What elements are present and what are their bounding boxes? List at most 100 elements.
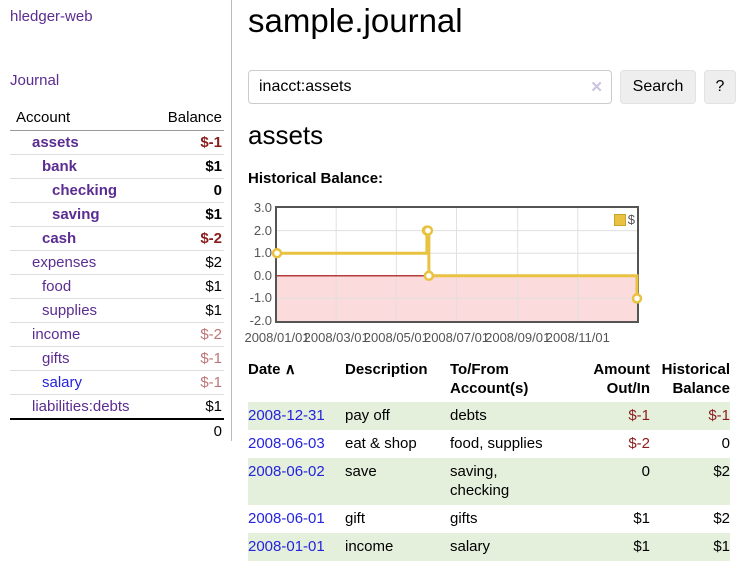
account-link-food[interactable]: food xyxy=(42,278,72,295)
clear-search-icon[interactable]: ✕ xyxy=(590,79,603,96)
transaction-balance: $2 xyxy=(713,463,730,480)
account-balance: $1 xyxy=(150,154,224,179)
accounts-total: 0 xyxy=(10,418,224,443)
y-axis-tick: -2.0 xyxy=(249,313,272,328)
account-balance: $1 xyxy=(150,202,224,227)
search-button[interactable]: Search xyxy=(620,70,696,104)
transaction-date-link[interactable]: 2008-01-01 xyxy=(248,538,325,555)
register-header-date[interactable]: Date ∧ xyxy=(248,361,296,378)
y-axis-tick: 1.0 xyxy=(253,245,272,261)
x-axis-tick: 2008/05/01 xyxy=(363,330,429,345)
account-balance: $2 xyxy=(150,250,224,275)
account-link-gifts[interactable]: gifts xyxy=(42,350,70,367)
account-row: bank $1 xyxy=(10,154,224,179)
help-button[interactable]: ? xyxy=(704,70,736,104)
x-axis-tick: 2008/09/01 xyxy=(485,330,551,345)
y-axis-tick: 2.0 xyxy=(253,222,272,238)
register-row: 2008-12-31 pay off debts $-1 $-1 xyxy=(248,402,730,430)
register-header-balance: Historical Balance xyxy=(661,361,730,397)
account-row: salary $-1 xyxy=(10,370,224,395)
account-link-liabilities-debts[interactable]: liabilities:debts xyxy=(32,398,130,415)
transaction-accounts: gifts xyxy=(450,510,478,527)
transaction-amount: $-2 xyxy=(628,435,650,452)
account-row: gifts $-1 xyxy=(10,346,224,371)
register-table: Date ∧ Description To/From Account(s) Am… xyxy=(248,358,730,561)
transaction-amount: $1 xyxy=(633,538,650,555)
x-axis-tick: 2008/07/01 xyxy=(423,330,490,345)
legend-label: $ xyxy=(627,212,635,227)
sort-ascending-icon: ∧ xyxy=(284,361,296,378)
transaction-date-link[interactable]: 2008-06-02 xyxy=(248,463,325,480)
chart-legend: $ xyxy=(613,212,635,227)
x-axis-tick: 2008/03/01 xyxy=(303,330,369,345)
transaction-description: eat & shop xyxy=(345,435,417,452)
x-axis-tick: 2008/01/01 xyxy=(244,330,310,345)
account-link-saving[interactable]: saving xyxy=(52,206,100,223)
account-link-bank[interactable]: bank xyxy=(42,158,78,175)
register-row: 2008-01-01 income salary $1 $1 xyxy=(248,533,730,561)
transaction-accounts: saving, checking xyxy=(450,463,510,499)
account-balance: $1 xyxy=(150,298,224,323)
account-link-assets[interactable]: assets xyxy=(32,134,79,151)
account-balance: $-2 xyxy=(150,322,224,347)
transaction-amount: $1 xyxy=(633,510,650,527)
legend-swatch-icon xyxy=(613,213,626,226)
account-row: expenses $2 xyxy=(10,250,224,275)
transaction-date-link[interactable]: 2008-06-03 xyxy=(248,435,325,452)
transaction-date-link[interactable]: 2008-06-01 xyxy=(248,510,325,527)
account-link-income[interactable]: income xyxy=(32,326,81,343)
register-header-accounts: To/From Account(s) xyxy=(450,361,529,397)
search-bar: ✕ Search ? xyxy=(248,70,736,104)
register-header-amount: Amount Out/In xyxy=(593,361,650,397)
page-title: sample.journal xyxy=(248,2,463,39)
historical-balance-chart[interactable]: $ xyxy=(271,206,643,323)
transaction-balance: $2 xyxy=(713,510,730,527)
account-link-checking[interactable]: checking xyxy=(52,182,118,199)
search-input[interactable] xyxy=(248,70,612,104)
x-axis-tick: 2008/11/01 xyxy=(545,330,610,345)
account-row: checking 0 xyxy=(10,178,224,203)
register-row: 2008-06-01 gift gifts $1 $2 xyxy=(248,505,730,533)
transaction-description: pay off xyxy=(345,407,390,424)
account-balance: $-1 xyxy=(150,370,224,395)
sidebar: hledger-web Journal Account Balance asse… xyxy=(0,0,232,443)
transaction-date-link[interactable]: 2008-12-31 xyxy=(248,407,325,424)
register-row: 2008-06-03 eat & shop food, supplies $-2 0 xyxy=(248,430,730,458)
transaction-description: income xyxy=(345,538,394,555)
account-row: saving $1 xyxy=(10,202,224,227)
account-link-supplies[interactable]: supplies xyxy=(42,302,98,319)
register-row: 2008-06-02 save saving, checking 0 $2 xyxy=(248,458,730,505)
accounts-header-balance: Balance xyxy=(150,106,224,131)
main-content: sample.journal ✕ Search ? assets Histori… xyxy=(244,0,736,582)
transaction-balance: 0 xyxy=(721,435,730,452)
transaction-description: gift xyxy=(345,510,366,527)
account-balance: $1 xyxy=(150,394,224,420)
account-row: cash $-2 xyxy=(10,226,224,251)
accounts-table: Account Balance assets $-1 bank $1 checking 0… xyxy=(10,106,224,443)
account-balance: $-1 xyxy=(150,130,224,155)
accounts-header-account: Account xyxy=(10,106,151,131)
app-title-link[interactable]: hledger-web xyxy=(10,8,93,25)
transaction-accounts: food, supplies xyxy=(450,435,543,452)
transaction-balance: $1 xyxy=(713,538,730,555)
transaction-description: save xyxy=(345,463,377,480)
sidebar-item-journal[interactable]: Journal xyxy=(10,72,60,89)
account-balance: $-1 xyxy=(150,346,224,371)
chart-title: Historical Balance: xyxy=(248,170,384,187)
account-link-cash[interactable]: cash xyxy=(42,230,77,247)
register-header-description: Description xyxy=(345,361,428,378)
y-axis-tick: -1.0 xyxy=(249,290,272,306)
accounts-total-row: 0 xyxy=(10,418,224,443)
account-row: assets $-1 xyxy=(10,130,224,155)
transaction-accounts: debts xyxy=(450,407,487,424)
y-axis-tick: 3.0 xyxy=(253,200,272,215)
account-link-expenses[interactable]: expenses xyxy=(32,254,97,271)
account-row: food $1 xyxy=(10,274,224,299)
transaction-balance: $-1 xyxy=(708,407,730,424)
account-row: supplies $1 xyxy=(10,298,224,323)
transaction-accounts: salary xyxy=(450,538,491,555)
y-axis-tick: 0.0 xyxy=(253,267,272,283)
account-balance: $1 xyxy=(150,274,224,299)
account-link-salary[interactable]: salary xyxy=(42,374,83,391)
account-heading: assets xyxy=(248,120,324,150)
